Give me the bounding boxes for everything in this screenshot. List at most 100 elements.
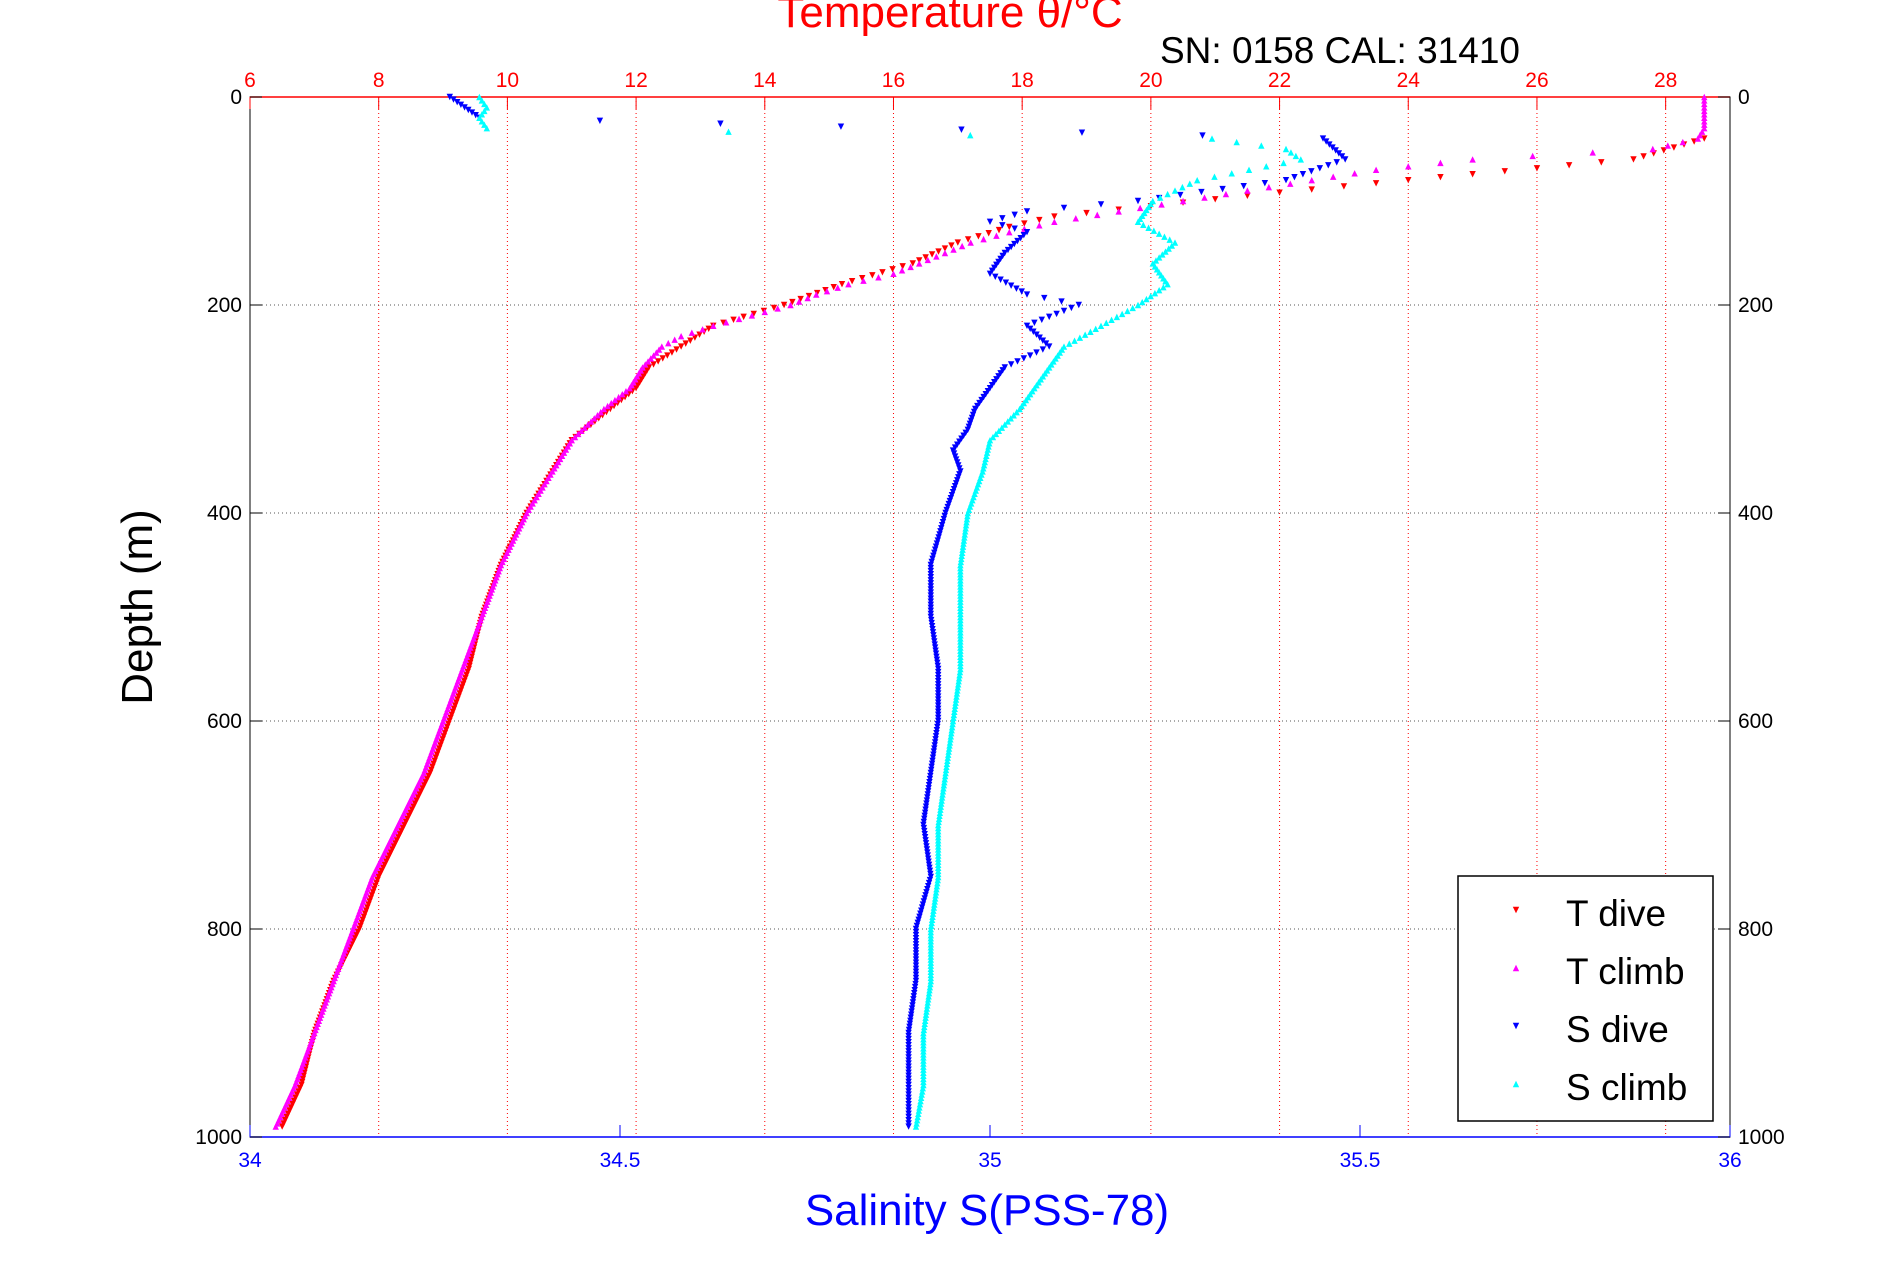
data-point <box>1265 183 1273 191</box>
data-point <box>955 674 963 682</box>
data-point <box>950 246 957 253</box>
data-point <box>914 1113 921 1121</box>
grid-layer <box>250 97 1730 1137</box>
temperature-tick-label: 12 <box>624 69 647 92</box>
data-point <box>963 518 970 526</box>
data-point <box>947 736 954 743</box>
data-point <box>927 980 934 988</box>
series-s-climb <box>476 93 1304 1130</box>
data-point <box>999 215 1006 222</box>
data-point <box>1308 177 1315 184</box>
data-point <box>964 236 972 243</box>
data-point <box>710 322 717 329</box>
data-point <box>905 1104 912 1111</box>
data-point <box>1039 337 1047 344</box>
data-point <box>622 387 630 395</box>
data-point <box>943 760 951 768</box>
data-point <box>705 325 712 332</box>
data-point <box>1158 201 1165 208</box>
data-point <box>748 312 756 319</box>
data-point <box>1160 283 1167 291</box>
data-point <box>875 274 882 281</box>
data-point <box>999 222 1006 229</box>
data-point <box>650 352 657 359</box>
data-point <box>1261 179 1269 187</box>
data-point <box>1308 186 1315 193</box>
data-point <box>1316 165 1324 172</box>
data-point <box>1023 208 1031 215</box>
data-point <box>964 509 971 517</box>
data-point <box>1263 163 1270 170</box>
data-point <box>272 1123 279 1130</box>
data-point <box>921 1020 928 1028</box>
data-point <box>1134 218 1142 225</box>
data-point <box>1026 352 1034 359</box>
data-point <box>1212 196 1219 203</box>
data-point <box>1287 149 1295 156</box>
data-point <box>879 269 886 276</box>
data-point <box>1694 135 1702 142</box>
data-point <box>938 797 945 804</box>
salinity-tick-label: 36 <box>1718 1149 1741 1172</box>
data-point <box>924 1002 931 1009</box>
data-point <box>581 424 588 431</box>
data-point <box>478 111 486 118</box>
data-point <box>774 305 781 312</box>
data-point <box>1166 236 1173 243</box>
data-point <box>795 298 803 305</box>
data-point <box>980 461 988 469</box>
data-point <box>1136 204 1144 212</box>
data-point <box>935 815 943 823</box>
data-point <box>287 1104 295 1111</box>
data-point <box>956 671 963 679</box>
data-point <box>1199 132 1206 139</box>
data-point <box>1004 418 1011 425</box>
data-point <box>926 986 933 994</box>
data-point <box>1007 361 1015 368</box>
data-point <box>1078 129 1086 136</box>
data-point <box>578 427 585 435</box>
data-point <box>677 333 685 340</box>
depth-tick-label-right: 1000 <box>1738 1126 1785 1149</box>
data-point <box>1011 240 1018 248</box>
data-point <box>1630 156 1637 163</box>
legend-label-s-climb: S climb <box>1566 1067 1687 1108</box>
data-point <box>951 705 958 712</box>
data-point <box>1351 170 1358 177</box>
data-point <box>967 131 974 139</box>
data-point <box>1072 215 1079 222</box>
data-point <box>961 534 968 541</box>
legend-marker-t-dive <box>1512 906 1520 914</box>
data-point <box>735 315 743 323</box>
data-point <box>1679 138 1687 146</box>
data-point <box>916 260 923 267</box>
data-point <box>1030 328 1037 335</box>
data-point <box>1186 180 1193 187</box>
depth-tick-label-left: 200 <box>207 294 242 317</box>
data-point <box>699 326 706 333</box>
data-point <box>931 901 938 908</box>
data-point <box>995 226 1003 234</box>
data-point <box>948 723 956 731</box>
data-point <box>955 678 962 685</box>
data-point <box>923 1008 930 1015</box>
data-point <box>1342 156 1349 163</box>
data-point <box>957 665 964 673</box>
depth-tick-label-right: 600 <box>1738 710 1773 733</box>
data-point <box>750 310 757 318</box>
data-point <box>935 873 942 881</box>
depth-tick-label-left: 800 <box>207 918 242 941</box>
data-point <box>1031 319 1038 327</box>
temperature-tick-label: 24 <box>1397 69 1421 92</box>
data-point <box>787 301 794 309</box>
data-point <box>838 281 846 288</box>
series-t-climb <box>272 93 1708 1130</box>
data-point <box>916 1104 923 1111</box>
data-point <box>1701 114 1708 121</box>
data-point <box>1033 331 1040 338</box>
data-point <box>1405 163 1412 170</box>
data-point <box>1322 138 1330 145</box>
legend-marker-s-dive <box>1512 1022 1520 1030</box>
data-point <box>1233 138 1240 146</box>
